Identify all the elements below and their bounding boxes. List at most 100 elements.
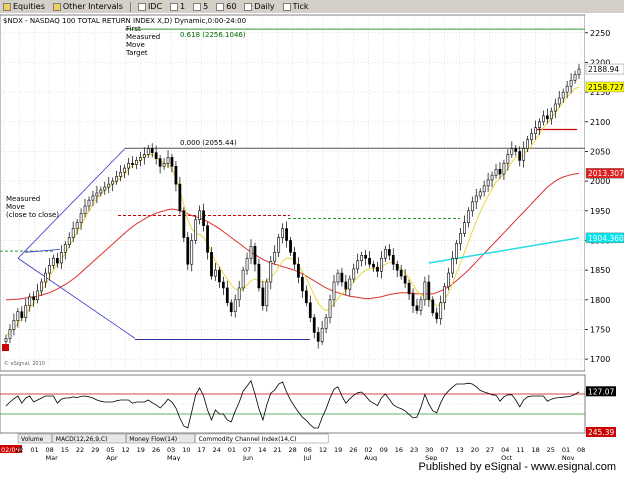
- price-tick-label: 1800: [590, 296, 610, 305]
- candle-body: [202, 210, 205, 226]
- date-tick-label: 23: [410, 446, 418, 454]
- date-tick-label: 24: [213, 446, 221, 454]
- candle-body: [79, 213, 83, 223]
- candle-body: [83, 205, 87, 215]
- date-tick-label: 11: [516, 446, 524, 454]
- toolbar-item-1[interactable]: 1: [167, 1, 188, 13]
- candle-body: [174, 166, 178, 185]
- candle-body: [198, 210, 202, 221]
- indicator-tab: [52, 433, 126, 444]
- candle-body: [32, 296, 36, 301]
- candle-body: [320, 327, 324, 342]
- candle-body: [210, 252, 213, 277]
- candle-body: [261, 287, 265, 307]
- measured-move-annotation: Measured Move (close to close): [6, 195, 59, 219]
- date-tick-label: 07: [440, 446, 448, 454]
- date-tick-label: 22: [76, 446, 84, 454]
- price-tick-label: 2200: [590, 58, 610, 67]
- toolbar-item-5[interactable]: 5: [190, 1, 211, 13]
- ma-fast-price-label: 2158.7271: [588, 83, 624, 92]
- ma-slow-price-label: 1904.3605: [588, 234, 624, 243]
- date-tick-label: 29: [91, 446, 99, 454]
- toolbar-item-label: Tick: [292, 2, 309, 11]
- last-price-label: 2188.94: [588, 65, 619, 74]
- candle-body: [348, 278, 352, 290]
- date-tick-label: 28: [289, 446, 297, 454]
- doc-icon: [193, 2, 202, 11]
- candle-body: [490, 174, 494, 181]
- date-tick-label: 05: [106, 446, 114, 454]
- candle-body: [419, 299, 423, 311]
- candle-body: [324, 317, 328, 329]
- date-tick-label: 12: [121, 446, 129, 454]
- candle-body: [289, 240, 292, 253]
- copyright-label: © eSignal, 2010: [4, 360, 45, 367]
- price-axis-panel: [585, 15, 624, 371]
- toolbar-item-label: Equities: [13, 2, 45, 11]
- candle-body: [182, 210, 186, 238]
- candle-body: [403, 275, 407, 284]
- candle-body: [115, 176, 119, 182]
- cci-lower-box: [586, 427, 616, 437]
- candle-body: [435, 312, 439, 320]
- candle-body: [312, 317, 316, 333]
- candle-body: [277, 237, 281, 253]
- doc-icon: [244, 2, 253, 11]
- candle-body: [510, 148, 514, 155]
- candle-body: [123, 167, 126, 173]
- candle-body: [316, 332, 320, 342]
- toolbar-item-equities[interactable]: Equities: [0, 1, 48, 13]
- date-tick-label: 06: [304, 446, 312, 454]
- candle-body: [269, 260, 273, 283]
- candle-body: [439, 302, 443, 320]
- candle-body: [573, 74, 577, 81]
- date-tick-label: 18: [531, 446, 539, 454]
- candle-body: [67, 237, 71, 245]
- candle-body: [194, 219, 198, 241]
- ma-fast-line: [5, 86, 580, 336]
- candle-body: [146, 148, 150, 155]
- toolbar: Equities Other Intervals IDC 1 5 60 Daily Tick: [0, 0, 624, 14]
- toolbar-item-idc[interactable]: IDC: [135, 1, 165, 13]
- candle-body: [538, 121, 541, 129]
- doc-icon: [170, 2, 179, 11]
- candle-body: [273, 252, 277, 262]
- toolbar-item-tick[interactable]: Tick: [280, 1, 312, 13]
- toolbar-item-other-intervals[interactable]: Other Intervals: [50, 1, 126, 13]
- candle-body: [206, 225, 209, 253]
- candle-body: [565, 85, 569, 93]
- indicator-tab-label: Volume: [21, 436, 44, 443]
- candle-body: [20, 311, 24, 318]
- date-tick-label: 01: [30, 446, 38, 454]
- indicator-tab-label: Commodity Channel Index(14,C): [199, 436, 297, 443]
- month-label: Jun: [242, 454, 253, 461]
- date-tick-label: 17: [197, 446, 205, 454]
- date-tick-label: 13: [456, 446, 464, 454]
- candle-body: [166, 157, 170, 164]
- candle-body: [407, 282, 411, 295]
- cci-upper-box: [586, 386, 616, 397]
- candle-body: [542, 115, 545, 123]
- candle-body: [63, 244, 67, 253]
- folder-icon: [3, 2, 11, 11]
- candle-body: [356, 260, 360, 270]
- candle-body: [16, 311, 20, 321]
- date-tick-label: 03: [167, 446, 175, 454]
- candle-body: [257, 263, 261, 289]
- toolbar-item-label: IDC: [147, 2, 163, 11]
- candle-body: [170, 157, 174, 167]
- footer-text: Published by eSignal - www.esignal.com: [418, 461, 617, 473]
- date-tick-label: 04: [501, 446, 509, 454]
- candle-body: [119, 171, 122, 177]
- candle-body: [91, 195, 95, 201]
- price-tick-label: 2150: [590, 88, 610, 97]
- doc-icon: [282, 2, 291, 11]
- last-price-box: [585, 63, 624, 75]
- toolbar-item-60[interactable]: 60: [213, 1, 239, 13]
- candle-body: [48, 265, 51, 274]
- candle-body: [24, 305, 28, 318]
- candle-body: [443, 286, 447, 304]
- toolbar-item-daily[interactable]: Daily: [241, 1, 277, 13]
- candle-body: [285, 228, 288, 241]
- date-tick-label: 09: [380, 446, 388, 454]
